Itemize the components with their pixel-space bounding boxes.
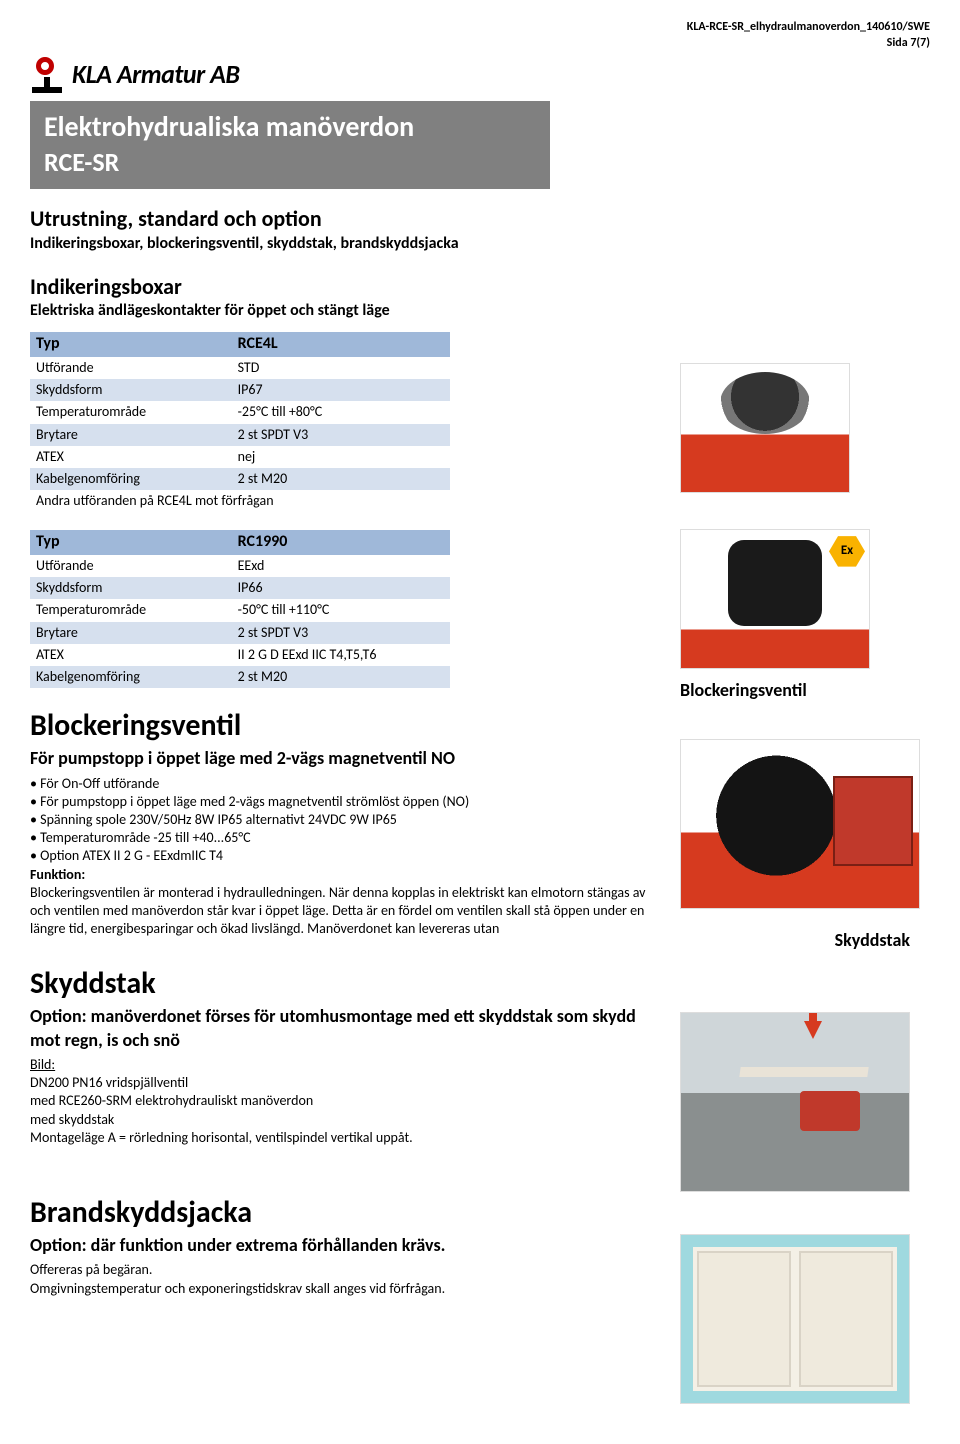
indik-title: Indikeringsboxar [30,273,656,302]
cell-value: -25°C till +80°C [232,401,450,423]
table-row: UtförandeSTD [30,357,450,379]
cell-value: IP67 [232,379,450,401]
bullet: • För pumpstopp i öppet läge med 2-vägs … [30,793,656,811]
block-subhead: För pumpstopp i öppet läge med 2-vägs ma… [30,747,656,770]
skydd-line: med RCE260-SRM elektrohydrauliskt manöve… [30,1092,656,1110]
table-row: ATEXII 2 G D EExd IIC T4,T5,T6 [30,644,450,666]
table-row: Temperaturområde-25°C till +80°C [30,401,450,423]
right-label-skydd: Skyddstak [835,929,910,952]
cell-label: Temperaturområde [30,599,232,621]
skydd-line: med skyddstak [30,1111,656,1129]
block-title: Blockeringsventil [30,706,656,745]
cell-value: 2 st M20 [232,468,450,490]
cell-label: Utförande [30,555,232,577]
table-row: Typ RC1990 [30,530,450,555]
product-image-rce4l [680,363,850,493]
cell-label: Temperaturområde [30,401,232,423]
table-row: Brytare2 st SPDT V3 [30,424,450,446]
spec-table-rce4l: Typ RCE4L UtförandeSTD SkyddsformIP67 Te… [30,332,450,490]
block-bullets: • För On-Off utförande • För pumpstopp i… [30,775,656,866]
table-header-value: RCE4L [232,332,450,357]
cell-label: Skyddsform [30,577,232,599]
table-row: SkyddsformIP67 [30,379,450,401]
cell-value: nej [232,446,450,468]
logo-icon [30,57,64,93]
section-title: Utrustning, standard och option [30,205,656,234]
bullet: • För On-Off utförande [30,775,656,793]
table-row: UtförandeEExd [30,555,450,577]
logo-text: KLA Armatur AB [72,58,239,92]
skydd-subhead: Option: manöverdonet förses för utomhusm… [30,1005,656,1052]
bullet: • Option ATEX II 2 G - EExdmIIC T4 [30,847,656,865]
indik-subtitle: Elektriska ändlägeskontakter för öppet o… [30,301,656,322]
cell-label: Utförande [30,357,232,379]
ex-badge-icon: Ex [829,534,865,568]
table-header-label: Typ [30,332,232,357]
skydd-line: DN200 PN16 vridspjällventil [30,1074,656,1092]
table-row: Kabelgenomföring2 st M20 [30,468,450,490]
cell-label: ATEX [30,446,232,468]
banner-line1: Elektrohydrualiska manöverdon [44,109,536,145]
brand-subhead: Option: där funktion under extrema förhå… [30,1234,656,1257]
skydd-line: Montageläge A = rörledning horisontal, v… [30,1129,656,1147]
product-image-blockeringsventil [680,739,920,909]
cell-label: ATEX [30,644,232,666]
skydd-title: Skyddstak [30,964,656,1003]
cell-label: Brytare [30,424,232,446]
bild-label: Bild: [30,1056,656,1074]
cell-label: Kabelgenomföring [30,666,232,688]
product-image-rc1990: Ex [680,529,870,669]
table-note: Andra utföranden på RCE4L mot förfrågan [30,490,656,512]
title-banner: Elektrohydrualiska manöverdon RCE-SR [30,101,550,189]
brand-line: Offereras på begäran. [30,1261,656,1279]
bullet: • Temperaturområde -25 till +40...65°C [30,829,656,847]
spec-table-rc1990: Typ RC1990 UtförandeEExd SkyddsformIP66 … [30,530,450,688]
func-text: Blockeringsventilen är monterad i hydrau… [30,884,656,939]
table-row: ATEXnej [30,446,450,468]
banner-line2: RCE-SR [44,146,536,180]
doc-ref: KLA-RCE-SR_elhydraulmanoverdon_140610/SW… [30,20,930,36]
table-row: Kabelgenomföring2 st M20 [30,666,450,688]
arrow-icon [804,1021,822,1039]
logo: KLA Armatur AB [30,57,930,93]
brand-title: Brandskyddsjacka [30,1193,656,1232]
cell-value: EExd [232,555,450,577]
doc-page: Sida 7(7) [30,36,930,52]
product-image-skyddstak [680,1012,910,1192]
table-row: Temperaturområde-50°C till +110°C [30,599,450,621]
table-row: Typ RCE4L [30,332,450,357]
table-header-value: RC1990 [232,530,450,555]
product-image-brandskyddsjacka [680,1234,910,1404]
cell-label: Skyddsform [30,379,232,401]
cell-value: -50°C till +110°C [232,599,450,621]
ex-badge-text: Ex [829,534,865,568]
func-label: Funktion: [30,866,656,884]
cell-value: STD [232,357,450,379]
table-row: Brytare2 st SPDT V3 [30,622,450,644]
table-header-label: Typ [30,530,232,555]
bullet: • Spänning spole 230V/50Hz 8W IP65 alter… [30,811,656,829]
cell-value: IP66 [232,577,450,599]
cell-value: 2 st M20 [232,666,450,688]
cell-value: 2 st SPDT V3 [232,424,450,446]
brand-line: Omgivningstemperatur och exponeringstids… [30,1280,656,1298]
cell-value: 2 st SPDT V3 [232,622,450,644]
section-subtitle: Indikeringsboxar, blockeringsventil, sky… [30,234,656,255]
cell-label: Brytare [30,622,232,644]
cell-value: II 2 G D EExd IIC T4,T5,T6 [232,644,450,666]
right-label-block: Blockeringsventil [680,679,807,702]
cell-label: Kabelgenomföring [30,468,232,490]
table-row: SkyddsformIP66 [30,577,450,599]
